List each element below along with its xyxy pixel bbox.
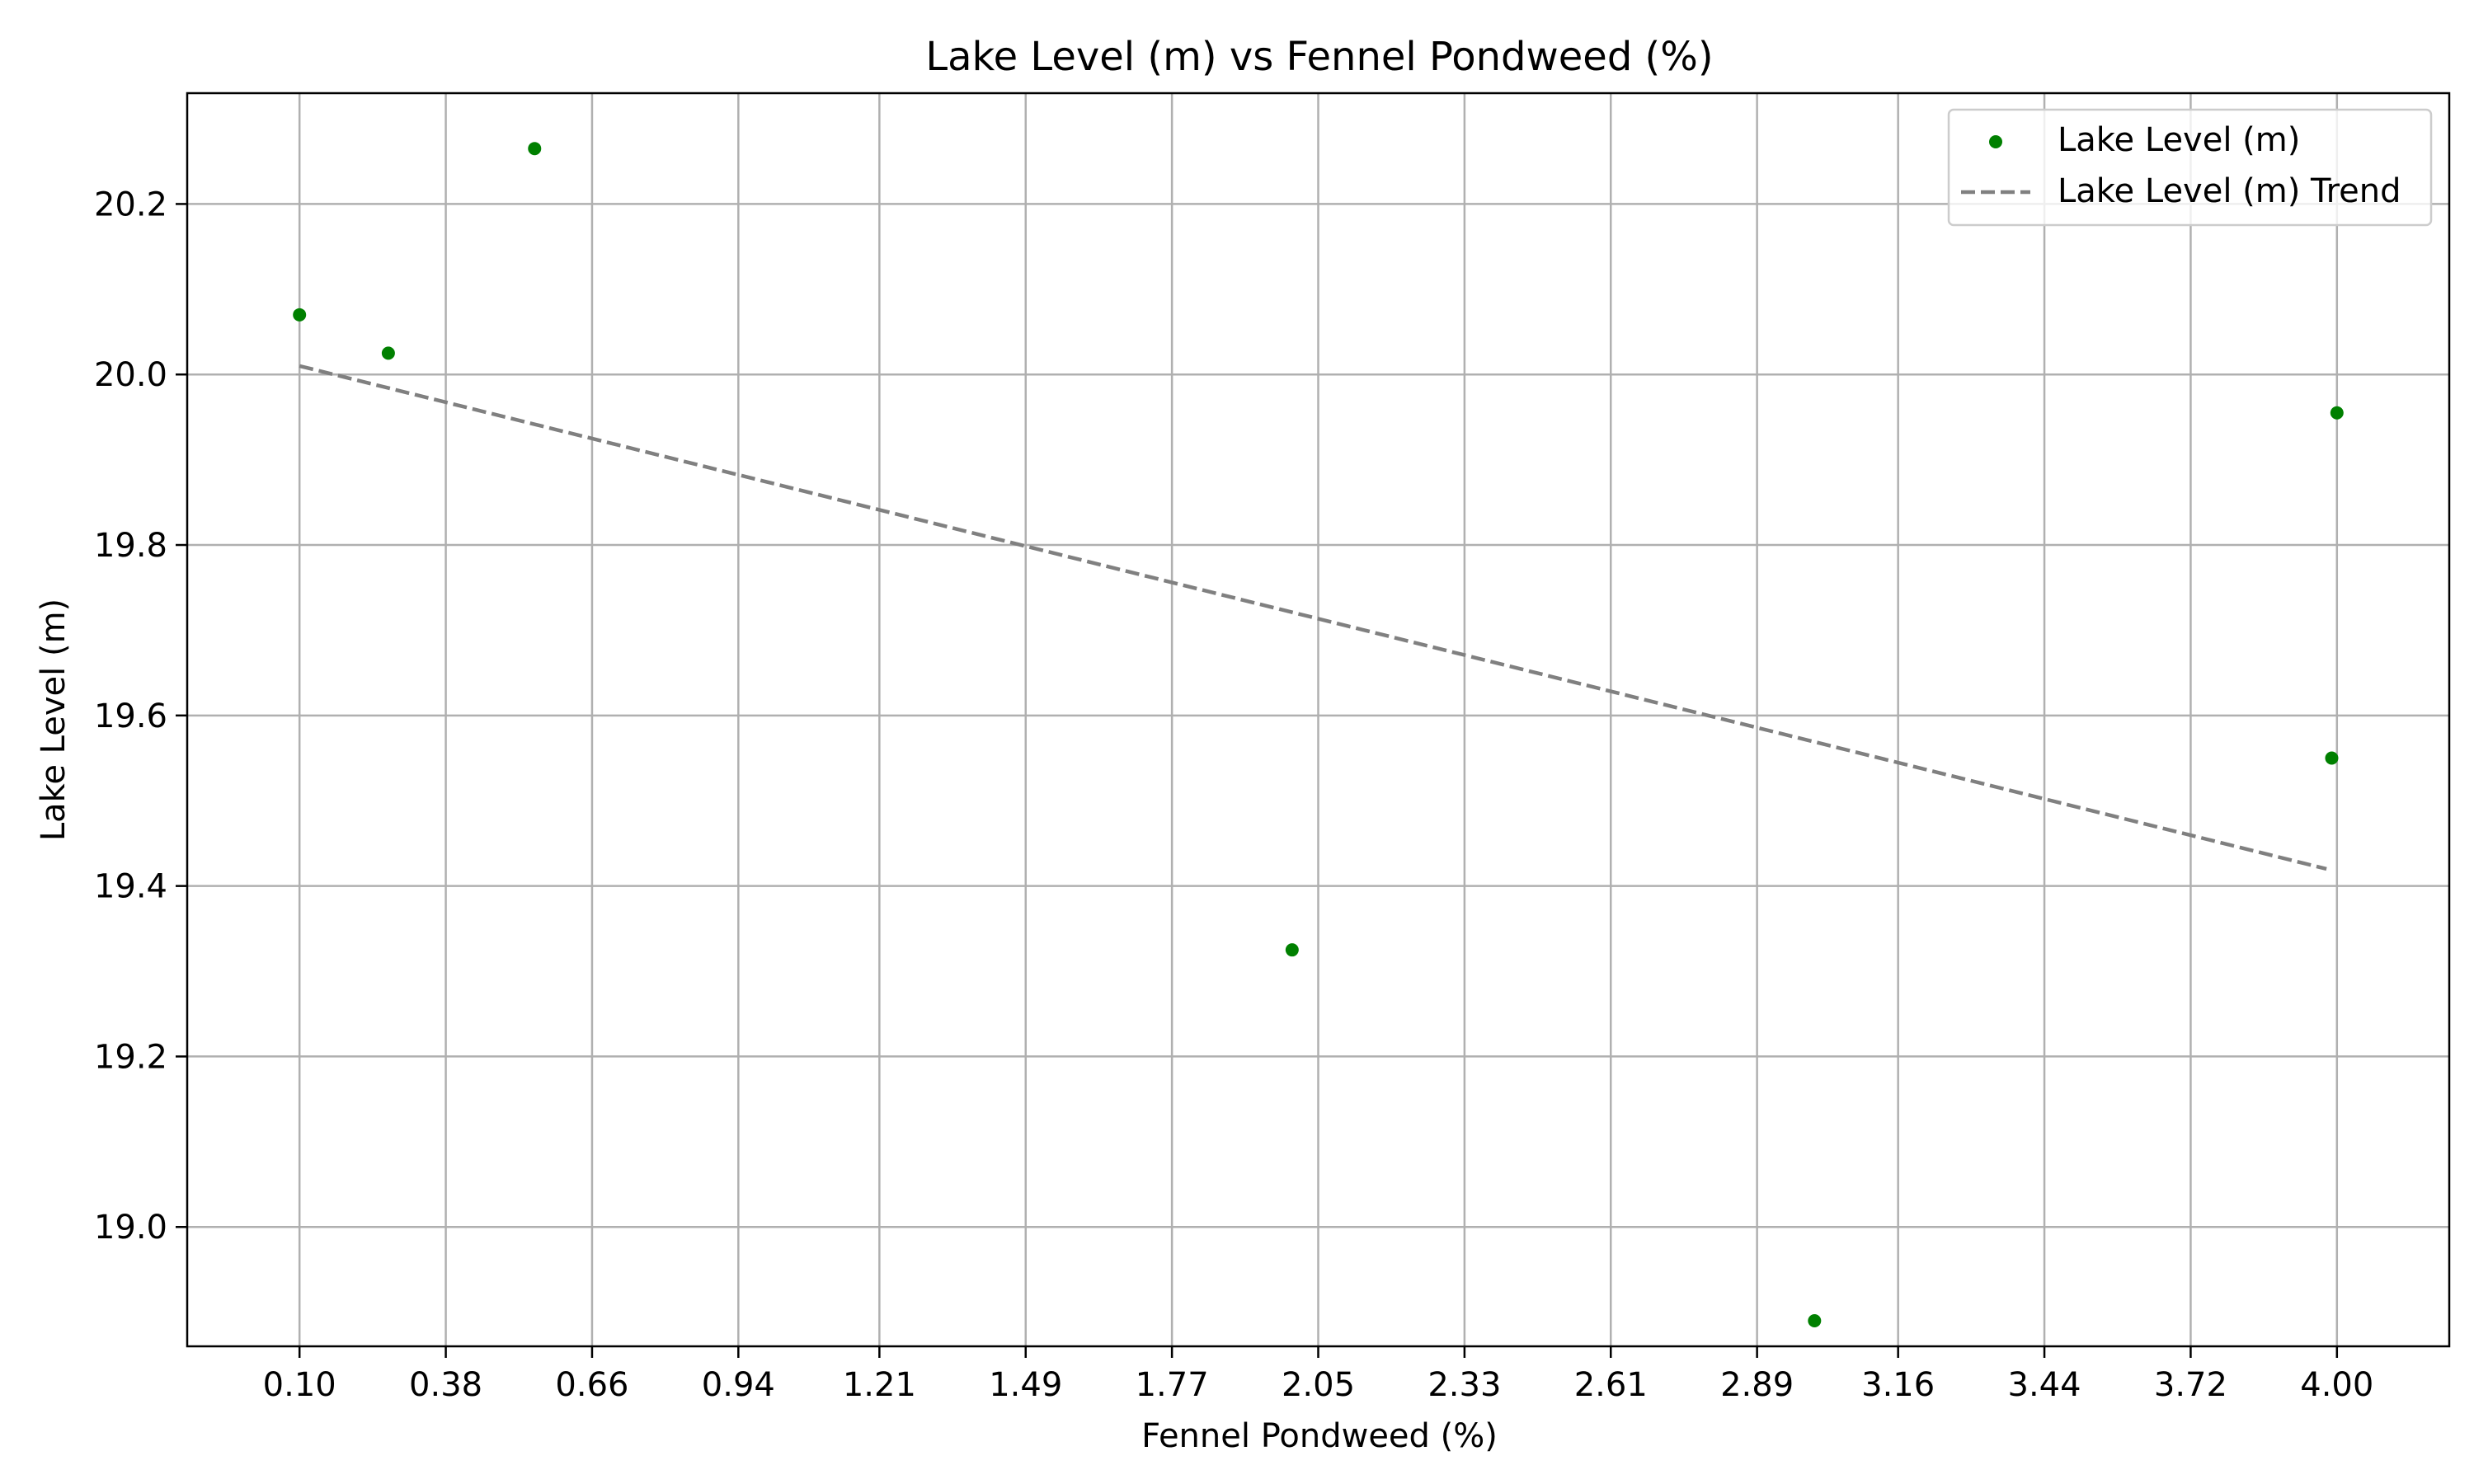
x-axis: 0.10 0.38 0.66 0.94 1.21 1.49 1.77 2.05 2.33 2.61…: [263, 1346, 2373, 1404]
y-tick-label: 20.0: [94, 356, 167, 394]
y-tick-label: 19.6: [94, 697, 167, 735]
y-tick-label: 19.0: [94, 1209, 167, 1247]
x-tick-label: 0.38: [409, 1366, 482, 1404]
x-axis-label: Fennel Pondweed (%): [1141, 1417, 1498, 1455]
scatter-point: [528, 142, 542, 156]
y-tick-label: 19.8: [94, 527, 167, 565]
legend-label-scatter: Lake Level (m): [2058, 121, 2300, 159]
plot-frame: [186, 92, 2451, 1348]
x-tick-label: 2.05: [1282, 1366, 1355, 1404]
x-tick-label: 1.49: [989, 1366, 1062, 1404]
x-tick-label: 2.33: [1427, 1366, 1501, 1404]
scatter-point: [1808, 1313, 1822, 1327]
trend-line-layer: [299, 364, 2327, 871]
trend-line: [299, 364, 2327, 871]
scatter-points-layer: [293, 142, 2344, 1327]
y-axis-label: Lake Level (m): [35, 599, 73, 841]
x-tick-label: 0.10: [263, 1366, 336, 1404]
x-tick-label: 4.00: [2300, 1366, 2373, 1404]
legend: Lake Level (m) Lake Level (m) Trend: [1947, 108, 2433, 227]
x-tick-label: 3.72: [2154, 1366, 2227, 1404]
scatter-point: [381, 346, 395, 360]
scatter-point: [2325, 751, 2339, 765]
x-tick-label: 3.16: [1861, 1366, 1935, 1404]
x-tick-label: 1.21: [843, 1366, 916, 1404]
x-tick-label: 1.77: [1136, 1366, 1209, 1404]
scatter-point: [2330, 406, 2344, 420]
y-tick-label: 19.2: [94, 1038, 167, 1076]
legend-scatter-marker: [1989, 135, 2002, 148]
scatter-point: [1285, 943, 1299, 957]
x-tick-label: 3.44: [2008, 1366, 2081, 1404]
x-tick-label: 0.66: [555, 1366, 628, 1404]
scatter-point: [293, 308, 307, 322]
chart-title: Lake Level (m) vs Fennel Pondweed (%): [925, 34, 1713, 80]
y-tick-label: 19.4: [94, 868, 167, 906]
y-tick-label: 20.2: [94, 186, 167, 223]
x-tick-label: 0.94: [702, 1366, 775, 1404]
grid-lines: [187, 93, 2449, 1346]
x-tick-label: 2.89: [1720, 1366, 1794, 1404]
x-tick-label: 2.61: [1574, 1366, 1648, 1404]
legend-label-trend: Lake Level (m) Trend: [2058, 172, 2401, 210]
legend-box: [1947, 108, 2433, 227]
y-axis: 19.0 19.2 19.4 19.6 19.8 20.0 20.2: [94, 186, 187, 1247]
